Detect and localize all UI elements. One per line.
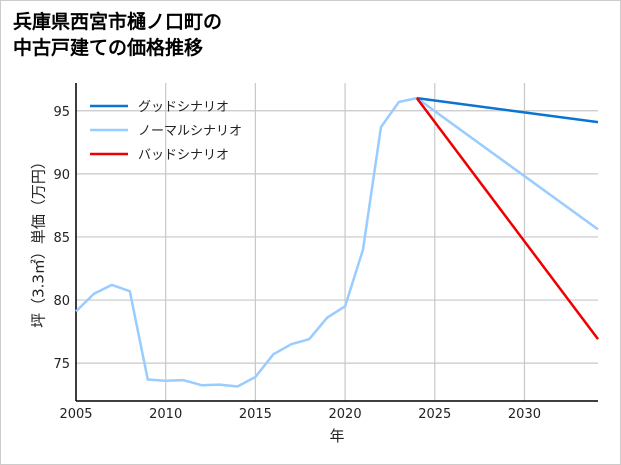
title-line-1: 兵庫県西宮市樋ノ口町の xyxy=(13,11,223,33)
x-tick-label: 2030 xyxy=(508,407,541,422)
x-tick-label: 2005 xyxy=(59,407,92,422)
legend-label: バッドシナリオ xyxy=(138,148,229,163)
series-line-0 xyxy=(416,96,599,124)
x-tick-label: 2020 xyxy=(329,407,362,422)
x-axis-label: 年 xyxy=(329,427,345,445)
x-tick-label: 2025 xyxy=(418,407,451,422)
series-line-2 xyxy=(415,97,599,340)
y-tick-label: 90 xyxy=(53,168,70,183)
x-tick-label: 2010 xyxy=(149,407,182,422)
y-tick-label: 75 xyxy=(53,357,70,372)
x-tick-label: 2015 xyxy=(239,407,272,422)
legend-label: ノーマルシナリオ xyxy=(138,124,242,139)
series-line-1 xyxy=(75,96,599,388)
title-line-2: 中古戸建ての価格推移 xyxy=(13,37,204,59)
y-axis-label: 坪（3.3㎡）単価（万円） xyxy=(29,154,48,328)
y-tick-label: 80 xyxy=(53,294,70,309)
legend-label: グッドシナリオ xyxy=(138,100,229,115)
y-tick-label: 85 xyxy=(53,231,70,246)
y-tick-label: 95 xyxy=(53,105,70,120)
chart-title: 兵庫県西宮市樋ノ口町の 中古戸建ての価格推移 xyxy=(13,9,222,61)
